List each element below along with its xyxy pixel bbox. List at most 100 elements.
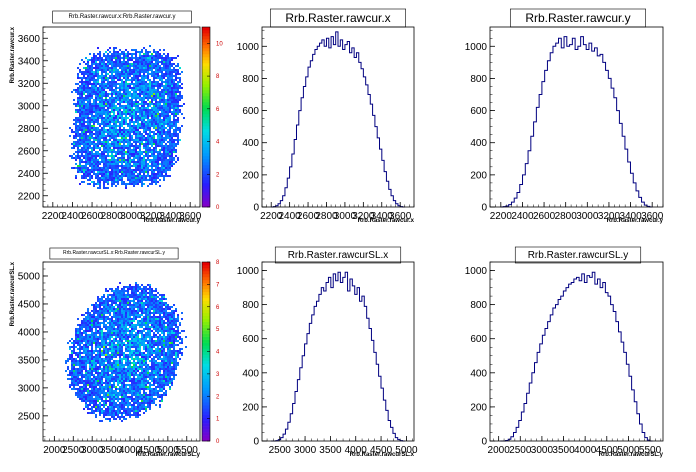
heatmap-cell	[121, 380, 123, 382]
heatmap-cell	[111, 396, 113, 398]
heatmap-cell	[105, 67, 107, 69]
heatmap-cell	[97, 53, 99, 55]
heatmap-cell	[103, 310, 105, 312]
heatmap-cell	[101, 400, 103, 402]
heatmap-cell	[129, 294, 131, 296]
heatmap-cell	[107, 332, 109, 334]
heatmap-cell	[123, 328, 125, 330]
heatmap-cell	[107, 103, 109, 105]
heatmap-cell	[73, 123, 75, 125]
heatmap-cell	[79, 171, 81, 173]
heatmap-cell	[77, 348, 79, 350]
heatmap-cell	[119, 129, 121, 131]
heatmap-cell	[141, 169, 143, 171]
heatmap-cell	[163, 139, 165, 141]
heatmap-cell	[81, 340, 83, 342]
heatmap-cell	[129, 360, 131, 362]
heatmap-cell	[105, 173, 107, 175]
heatmap-cell	[157, 101, 159, 103]
heatmap-cell	[103, 53, 105, 55]
heatmap-cell	[123, 71, 125, 73]
heatmap-cell	[125, 370, 127, 372]
heatmap-cell	[129, 398, 131, 400]
heatmap-cell	[163, 87, 165, 89]
heatmap-cell	[147, 123, 149, 125]
heatmap-cell	[113, 91, 115, 93]
heatmap-cell	[133, 414, 135, 416]
heatmap-cell	[135, 348, 137, 350]
heatmap-cell	[103, 296, 105, 298]
heatmap-cell	[99, 133, 101, 135]
heatmap-cell	[143, 57, 145, 59]
heatmap-cell	[119, 326, 121, 328]
heatmap-cell	[123, 75, 125, 77]
heatmap-cell	[133, 308, 135, 310]
heatmap-cell	[177, 73, 179, 75]
heatmap-cell	[89, 87, 91, 89]
heatmap-cell	[79, 143, 81, 145]
heatmap-cell	[99, 382, 101, 384]
heatmap-cell	[149, 123, 151, 125]
heatmap-cell	[93, 336, 95, 338]
heatmap-cell	[91, 330, 93, 332]
heatmap-cell	[93, 402, 95, 404]
heatmap-cell	[143, 101, 145, 103]
heatmap-cell	[95, 302, 97, 304]
heatmap-cell	[105, 155, 107, 157]
heatmap-cell	[83, 123, 85, 125]
heatmap-cell	[163, 53, 165, 55]
heatmap-cell	[103, 173, 105, 175]
heatmap-cell	[111, 388, 113, 390]
heatmap-cell	[83, 394, 85, 396]
panel-title: Rrb.Raster.rawcur.x:Rrb.Raster.rawcur.y	[68, 14, 175, 20]
heatmap-cell	[133, 185, 135, 187]
heatmap-cell	[79, 155, 81, 157]
heatmap-cell	[121, 97, 123, 99]
heatmap-cell	[167, 153, 169, 155]
heatmap-cell	[157, 71, 159, 73]
heatmap-cell	[77, 99, 79, 101]
heatmap-cell	[121, 157, 123, 159]
heatmap-cell	[77, 392, 79, 394]
heatmap-cell	[165, 157, 167, 159]
heatmap-cell	[85, 388, 87, 390]
heatmap-cell	[81, 322, 83, 324]
heatmap-cell	[165, 107, 167, 109]
heatmap-cell	[95, 336, 97, 338]
heatmap-cell	[121, 139, 123, 141]
heatmap-cell	[145, 151, 147, 153]
heatmap-cell	[169, 99, 171, 101]
heatmap-cell	[77, 380, 79, 382]
heatmap-cell	[129, 173, 131, 175]
heatmap-cell	[85, 372, 87, 374]
heatmap-cell	[123, 356, 125, 358]
heatmap-cell	[155, 143, 157, 145]
heatmap-cell	[103, 386, 105, 388]
heatmap-cell	[139, 167, 141, 169]
heatmap-cell	[121, 113, 123, 115]
heatmap-cell	[135, 312, 137, 314]
heatmap-cell	[113, 175, 115, 177]
heatmap-cell	[129, 109, 131, 111]
heatmap-cell	[133, 97, 135, 99]
heatmap-cell	[107, 143, 109, 145]
heatmap-cell	[91, 382, 93, 384]
heatmap-cell	[111, 65, 113, 67]
heatmap-cell	[111, 392, 113, 394]
heatmap-cell	[97, 145, 99, 147]
heatmap-cell	[117, 53, 119, 55]
heatmap-cell	[151, 165, 153, 167]
heatmap-cell	[123, 316, 125, 318]
heatmap-cell	[155, 157, 157, 159]
heatmap-cell	[163, 99, 165, 101]
heatmap-cell	[81, 85, 83, 87]
heatmap-cell	[71, 380, 73, 382]
heatmap-cell	[79, 161, 81, 163]
heatmap-cell	[155, 59, 157, 61]
heatmap-cell	[85, 398, 87, 400]
heatmap-cell	[115, 161, 117, 163]
heatmap-cell	[91, 181, 93, 183]
heatmap-cell	[89, 161, 91, 163]
heatmap-cell	[137, 85, 139, 87]
heatmap-cell	[161, 127, 163, 129]
